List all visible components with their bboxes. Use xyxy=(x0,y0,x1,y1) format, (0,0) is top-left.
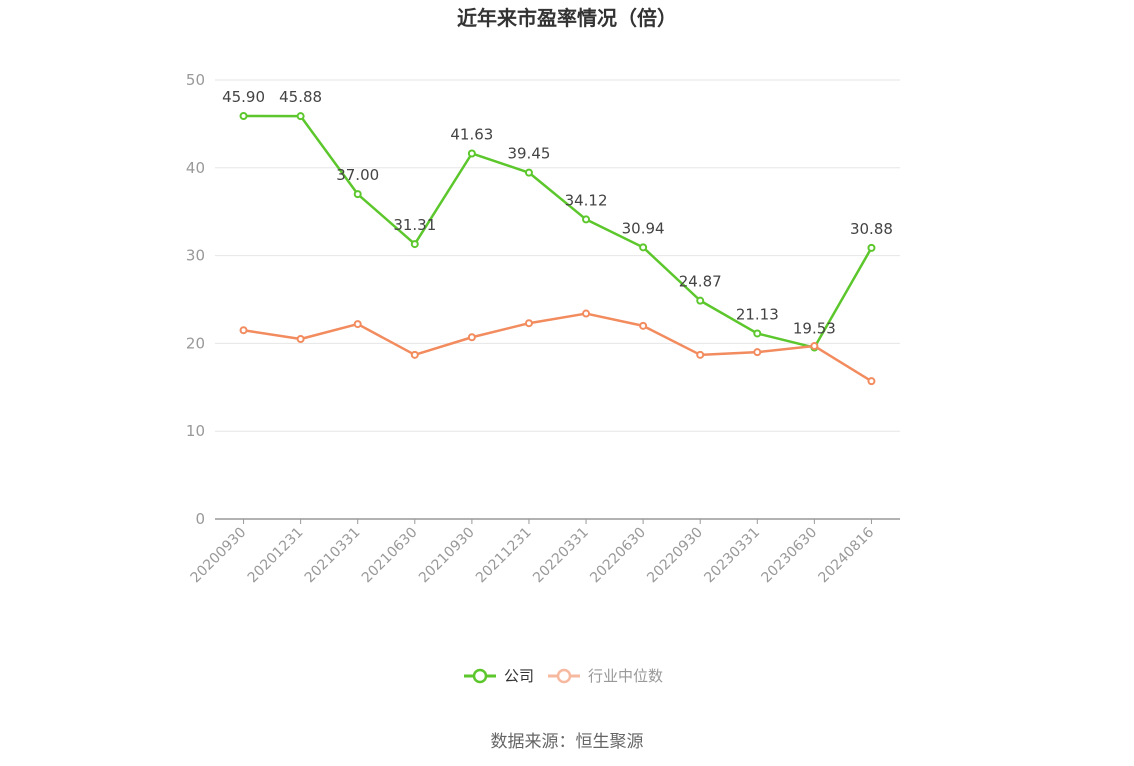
data-point xyxy=(639,321,648,330)
data-point xyxy=(696,296,705,305)
data-label: 19.53 xyxy=(793,320,836,338)
y-tick-label: 30 xyxy=(186,247,205,265)
data-label: 31.31 xyxy=(393,216,436,234)
data-point xyxy=(296,335,305,344)
y-tick-label: 40 xyxy=(186,159,205,177)
chart-title: 近年来市盈率情况（倍） xyxy=(457,6,677,30)
x-tick-label: 20220331 xyxy=(530,525,592,587)
data-label: 30.94 xyxy=(622,219,665,237)
x-tick-label: 20230331 xyxy=(701,525,763,587)
data-point xyxy=(239,111,248,120)
x-tick-label: 20211231 xyxy=(473,525,535,587)
x-tick-label: 20200930 xyxy=(188,525,250,587)
data-label: 34.12 xyxy=(565,191,608,209)
legend-marker-2 xyxy=(556,668,572,684)
data-label: 37.00 xyxy=(336,166,379,184)
data-point xyxy=(353,320,362,329)
data-point xyxy=(524,319,533,328)
y-tick-label: 10 xyxy=(186,422,205,440)
data-point xyxy=(696,350,705,359)
x-tick-label: 20210930 xyxy=(416,525,478,587)
legend-label-1: 公司 xyxy=(504,667,534,685)
data-point xyxy=(239,326,248,335)
data-point xyxy=(753,329,762,338)
y-tick-label: 20 xyxy=(186,334,205,352)
data-label: 30.88 xyxy=(850,220,893,238)
data-point xyxy=(410,240,419,249)
data-point xyxy=(582,309,591,318)
data-point xyxy=(296,112,305,121)
data-label: 41.63 xyxy=(450,125,493,143)
series-line-2 xyxy=(243,312,873,383)
data-point xyxy=(810,342,819,351)
data-labels: 45.90 45.88 37.00 31.31 41.63 39.45 34.12 30.94… xyxy=(222,88,893,338)
data-label: 39.45 xyxy=(507,145,550,163)
data-label: 24.87 xyxy=(679,273,722,291)
data-point xyxy=(867,377,876,386)
x-tick-label: 20201231 xyxy=(245,525,307,587)
data-point xyxy=(524,168,533,177)
legend: 公司 行业中位数 xyxy=(464,667,663,685)
legend-marker-1 xyxy=(472,668,488,684)
data-point xyxy=(353,190,362,199)
x-tick-label: 20210331 xyxy=(302,525,364,587)
data-point xyxy=(867,243,876,252)
series-lines xyxy=(239,111,876,386)
data-label: 45.88 xyxy=(279,88,322,106)
data-point xyxy=(753,348,762,357)
data-point xyxy=(639,243,648,252)
data-point xyxy=(582,215,591,224)
data-point xyxy=(467,149,476,158)
data-point xyxy=(410,350,419,359)
data-source-note: 数据来源：恒生聚源 xyxy=(491,732,644,752)
x-tick-label: 20210630 xyxy=(359,525,421,587)
x-tick-label: 20220930 xyxy=(644,525,706,587)
data-point xyxy=(467,333,476,342)
data-label: 21.13 xyxy=(736,305,779,323)
y-tick-label: 0 xyxy=(195,510,205,528)
x-tick-label: 20220630 xyxy=(587,525,649,587)
x-tick-label: 20230630 xyxy=(758,525,820,587)
x-tick-label: 20240816 xyxy=(816,524,878,586)
grid-lines xyxy=(215,79,900,432)
series-line-1 xyxy=(243,114,873,349)
data-label: 45.90 xyxy=(222,88,265,106)
legend-label-2: 行业中位数 xyxy=(588,667,663,685)
y-tick-label: 50 xyxy=(186,71,205,89)
